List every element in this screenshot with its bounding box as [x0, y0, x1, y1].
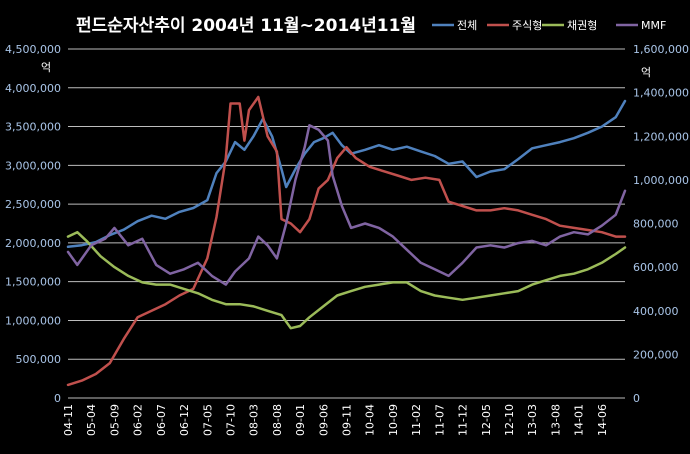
left-y-tick-label: 2,500,000	[5, 198, 61, 211]
left-y-tick-label: 4,500,000	[5, 43, 61, 56]
series-line-채권형	[66, 230, 627, 330]
right-y-tick-label: 1,200,000	[633, 130, 689, 143]
left-axis-unit: 억	[41, 61, 51, 74]
x-tick-label: 14-01	[573, 404, 586, 436]
x-tick-label: 08-03	[248, 404, 261, 436]
x-tick-label: 07-10	[224, 404, 237, 436]
legend-label: 주식형	[512, 19, 542, 32]
series-line-주식형	[66, 95, 627, 387]
gridlines	[68, 48, 625, 399]
right-y-tick-label: 1,000,000	[633, 174, 689, 187]
legend-label: 전체	[457, 19, 477, 32]
x-tick-label: 12-05	[480, 404, 493, 436]
x-tick-label: 06-07	[155, 404, 168, 436]
chart-title: 펀드순자산추이 2004년 11월~2014년11월	[76, 16, 416, 36]
series-line-MMF	[66, 124, 627, 286]
legend-label: 채권형	[567, 19, 597, 32]
series-lines	[66, 95, 627, 387]
axis-ticks: 4,500,000 4,000,000 3,500,000 3,000,000 2,50…	[5, 43, 689, 436]
right-y-tick-label: 1,600,000	[633, 43, 689, 56]
legend-label: MMF	[641, 19, 666, 32]
left-y-tick-label: 3,000,000	[5, 159, 61, 172]
x-tick-label: 11-07	[433, 404, 446, 436]
left-y-tick-label: 0	[54, 392, 61, 405]
x-tick-label: 06-02	[132, 404, 145, 436]
x-tick-label: 14-06	[596, 404, 609, 436]
x-tick-label: 09-06	[317, 404, 330, 436]
x-tick-label: 10-09	[387, 404, 400, 436]
x-tick-label: 05-09	[108, 404, 121, 436]
x-tick-label: 13-08	[549, 404, 562, 436]
x-tick-label: 07-05	[201, 404, 214, 436]
right-axis-unit: 억	[641, 66, 651, 79]
right-y-tick-label: 0	[633, 392, 640, 405]
left-y-tick-label: 3,500,000	[5, 121, 61, 134]
right-y-tick-label: 600,000	[633, 261, 679, 274]
x-tick-label: 08-08	[271, 404, 284, 436]
x-tick-label: 05-04	[85, 404, 98, 436]
left-y-tick-label: 1,000,000	[5, 314, 61, 327]
left-y-tick-label: 4,000,000	[5, 82, 61, 95]
x-tick-label: 11-12	[457, 404, 470, 436]
x-tick-label: 12-10	[503, 404, 516, 436]
x-tick-label: 10-04	[364, 404, 377, 436]
x-tick-label: 11-02	[410, 404, 423, 436]
right-y-tick-label: 200,000	[633, 348, 679, 361]
x-tick-label: 13-03	[526, 404, 539, 436]
series-line-전체	[66, 99, 627, 249]
left-y-tick-label: 2,000,000	[5, 237, 61, 250]
x-tick-label: 09-01	[294, 404, 307, 436]
right-y-tick-label: 1,400,000	[633, 87, 689, 100]
left-y-tick-label: 500,000	[16, 353, 62, 366]
right-y-tick-label: 800,000	[633, 218, 679, 231]
right-y-tick-label: 400,000	[633, 305, 679, 318]
x-tick-label: 06-12	[178, 404, 191, 436]
x-tick-label: 09-11	[341, 404, 354, 436]
x-tick-label: 04-11	[62, 404, 75, 436]
legend: 전체 주식형 채권형 MMF	[432, 19, 666, 32]
left-y-tick-label: 1,500,000	[5, 276, 61, 289]
